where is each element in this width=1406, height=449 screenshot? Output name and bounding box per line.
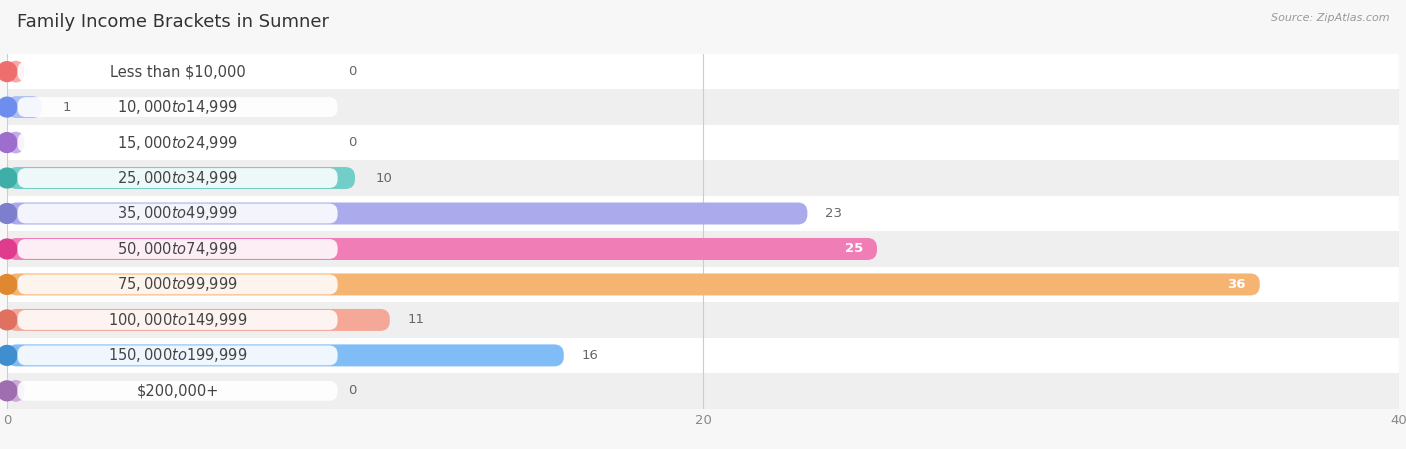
Circle shape	[0, 274, 17, 295]
FancyBboxPatch shape	[17, 203, 337, 224]
FancyBboxPatch shape	[17, 168, 337, 188]
Text: $100,000 to $149,999: $100,000 to $149,999	[108, 311, 247, 329]
FancyBboxPatch shape	[7, 202, 807, 224]
Text: $200,000+: $200,000+	[136, 383, 219, 398]
Bar	[7, 54, 1399, 89]
FancyBboxPatch shape	[17, 132, 337, 153]
Text: 10: 10	[375, 172, 392, 185]
Circle shape	[0, 62, 17, 82]
Bar	[7, 302, 1399, 338]
Text: $25,000 to $34,999: $25,000 to $34,999	[117, 169, 238, 187]
FancyBboxPatch shape	[7, 96, 42, 118]
Circle shape	[0, 97, 17, 117]
Text: 23: 23	[825, 207, 842, 220]
Circle shape	[0, 168, 17, 188]
FancyBboxPatch shape	[17, 345, 337, 365]
Text: 11: 11	[408, 313, 425, 326]
FancyBboxPatch shape	[17, 62, 337, 82]
FancyBboxPatch shape	[7, 167, 354, 189]
Text: $15,000 to $24,999: $15,000 to $24,999	[117, 133, 238, 152]
Text: $35,000 to $49,999: $35,000 to $49,999	[117, 204, 238, 223]
Bar	[7, 231, 1399, 267]
Text: 0: 0	[349, 65, 357, 78]
FancyBboxPatch shape	[7, 344, 564, 366]
Text: $75,000 to $99,999: $75,000 to $99,999	[117, 275, 238, 294]
Bar	[7, 89, 1399, 125]
Bar	[7, 338, 1399, 373]
Circle shape	[0, 132, 17, 153]
FancyBboxPatch shape	[17, 97, 337, 117]
Text: Source: ZipAtlas.com: Source: ZipAtlas.com	[1271, 13, 1389, 23]
FancyBboxPatch shape	[7, 61, 24, 83]
Text: 25: 25	[845, 242, 863, 255]
Bar	[7, 196, 1399, 231]
Text: 0: 0	[349, 384, 357, 397]
Text: $10,000 to $14,999: $10,000 to $14,999	[117, 98, 238, 116]
Text: 0: 0	[349, 136, 357, 149]
FancyBboxPatch shape	[17, 239, 337, 259]
Text: 1: 1	[63, 101, 72, 114]
Circle shape	[0, 310, 17, 330]
Bar	[7, 267, 1399, 302]
FancyBboxPatch shape	[17, 274, 337, 295]
FancyBboxPatch shape	[7, 132, 24, 154]
Text: $50,000 to $74,999: $50,000 to $74,999	[117, 240, 238, 258]
FancyBboxPatch shape	[7, 380, 24, 402]
FancyBboxPatch shape	[7, 273, 1260, 295]
Circle shape	[0, 203, 17, 224]
Bar	[7, 160, 1399, 196]
Text: 36: 36	[1227, 278, 1246, 291]
FancyBboxPatch shape	[17, 310, 337, 330]
Text: 16: 16	[581, 349, 598, 362]
Text: Less than $10,000: Less than $10,000	[110, 64, 246, 79]
Text: Family Income Brackets in Sumner: Family Income Brackets in Sumner	[17, 13, 329, 31]
Circle shape	[0, 239, 17, 259]
FancyBboxPatch shape	[7, 238, 877, 260]
FancyBboxPatch shape	[7, 309, 389, 331]
Text: $150,000 to $199,999: $150,000 to $199,999	[108, 346, 247, 365]
Circle shape	[0, 345, 17, 365]
Bar	[7, 125, 1399, 160]
Bar	[7, 373, 1399, 409]
Circle shape	[0, 381, 17, 401]
FancyBboxPatch shape	[17, 381, 337, 401]
